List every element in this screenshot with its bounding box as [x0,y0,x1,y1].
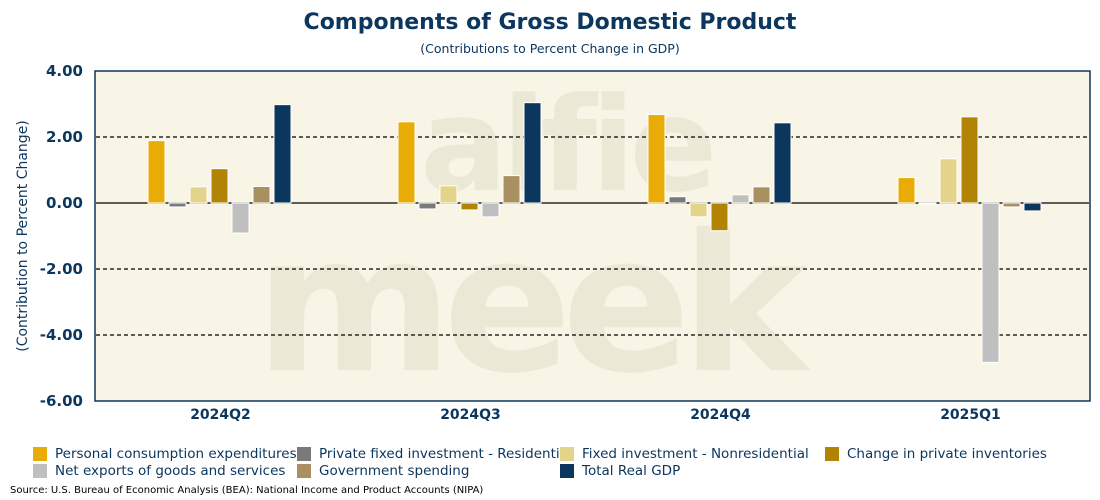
x-tick-label: 2024Q2 [190,407,251,423]
legend-item: Private fixed investment - Residential [297,446,572,462]
y-tick-label: 2.00 [46,128,83,146]
bar-2024Q3-4 [481,202,500,218]
legend-label: Net exports of goods and services [55,463,286,479]
bar-2024Q4-5 [752,186,771,204]
bar-2024Q3-1 [418,202,437,210]
bar-2024Q3-3 [460,202,479,211]
bar-2024Q2-3 [210,168,229,204]
legend-label: Change in private inventories [847,446,1047,462]
chart-title: Components of Gross Domestic Product [304,10,797,35]
y-tick-label: -2.00 [40,260,83,278]
legend-item: Fixed investment - Nonresidential [560,446,809,462]
bar-2024Q3-5 [502,175,521,204]
y-tick-label: -4.00 [40,326,83,344]
svg-text:alfie: alfie [420,69,712,221]
bar-2025Q1-4 [981,202,1000,363]
bar-2024Q3-2 [439,185,458,204]
legend-item: Net exports of goods and services [33,463,285,479]
legend-label: Personal consumption expenditures [55,446,297,462]
legend-item: Change in private inventories [825,446,1047,462]
bar-2024Q4-0 [647,114,666,204]
plot-area [94,70,1091,402]
legend-swatch [560,464,574,478]
bar-2024Q4-6 [773,122,792,204]
bar-2024Q2-5 [252,186,271,204]
bar-2025Q1-3 [960,116,979,204]
x-tick-label: 2024Q4 [690,407,751,423]
legend-swatch [560,447,574,461]
y-tick-label: 4.00 [46,62,83,80]
bar-2024Q4-3 [710,202,729,232]
bar-2024Q4-2 [689,202,708,218]
bar-2024Q4-1 [668,196,687,204]
bar-2024Q2-2 [189,186,208,204]
y-tick-label: 0.00 [46,194,83,212]
legend-swatch [825,447,839,461]
legend-swatch [297,464,311,478]
y-tick-label: -6.00 [40,392,83,410]
y-axis-label: (Contribution to Percent Change) [15,120,31,352]
gdp-components-chart: Components of Gross Domestic Product (Co… [15,10,1091,423]
bar-2025Q1-2 [939,158,958,204]
bar-2024Q3-6 [523,102,542,204]
x-tick-label: 2025Q1 [940,407,1001,423]
legend-label: Total Real GDP [582,463,681,479]
bar-2024Q2-0 [147,140,166,204]
legend-item: Government spending [297,463,469,479]
bar-2025Q1-6 [1023,202,1042,212]
bar-2024Q2-4 [231,202,250,234]
source-note: Source: U.S. Bureau of Economic Analysis… [10,485,484,496]
legend-item: Personal consumption expenditures [33,446,297,462]
chart-subtitle: (Contributions to Percent Change in GDP) [420,41,679,56]
bar-2025Q1-5 [1002,202,1021,208]
legend-item: Total Real GDP [560,463,680,479]
bar-2024Q4-4 [731,194,750,204]
legend-label: Government spending [319,463,470,479]
legend-swatch [297,447,311,461]
legend-swatch [33,447,47,461]
bar-2024Q2-6 [273,104,292,204]
bar-2024Q3-0 [397,121,416,204]
legend-label: Fixed investment - Nonresidential [582,446,809,462]
x-tick-label: 2024Q3 [440,407,501,423]
legend-swatch [33,464,47,478]
bar-2025Q1-0 [897,177,916,204]
watermark: alfie meek [255,69,821,415]
bar-2024Q2-1 [168,202,187,208]
legend-label: Private fixed investment - Residential [319,446,572,462]
bar-2025Q1-1 [918,202,937,205]
